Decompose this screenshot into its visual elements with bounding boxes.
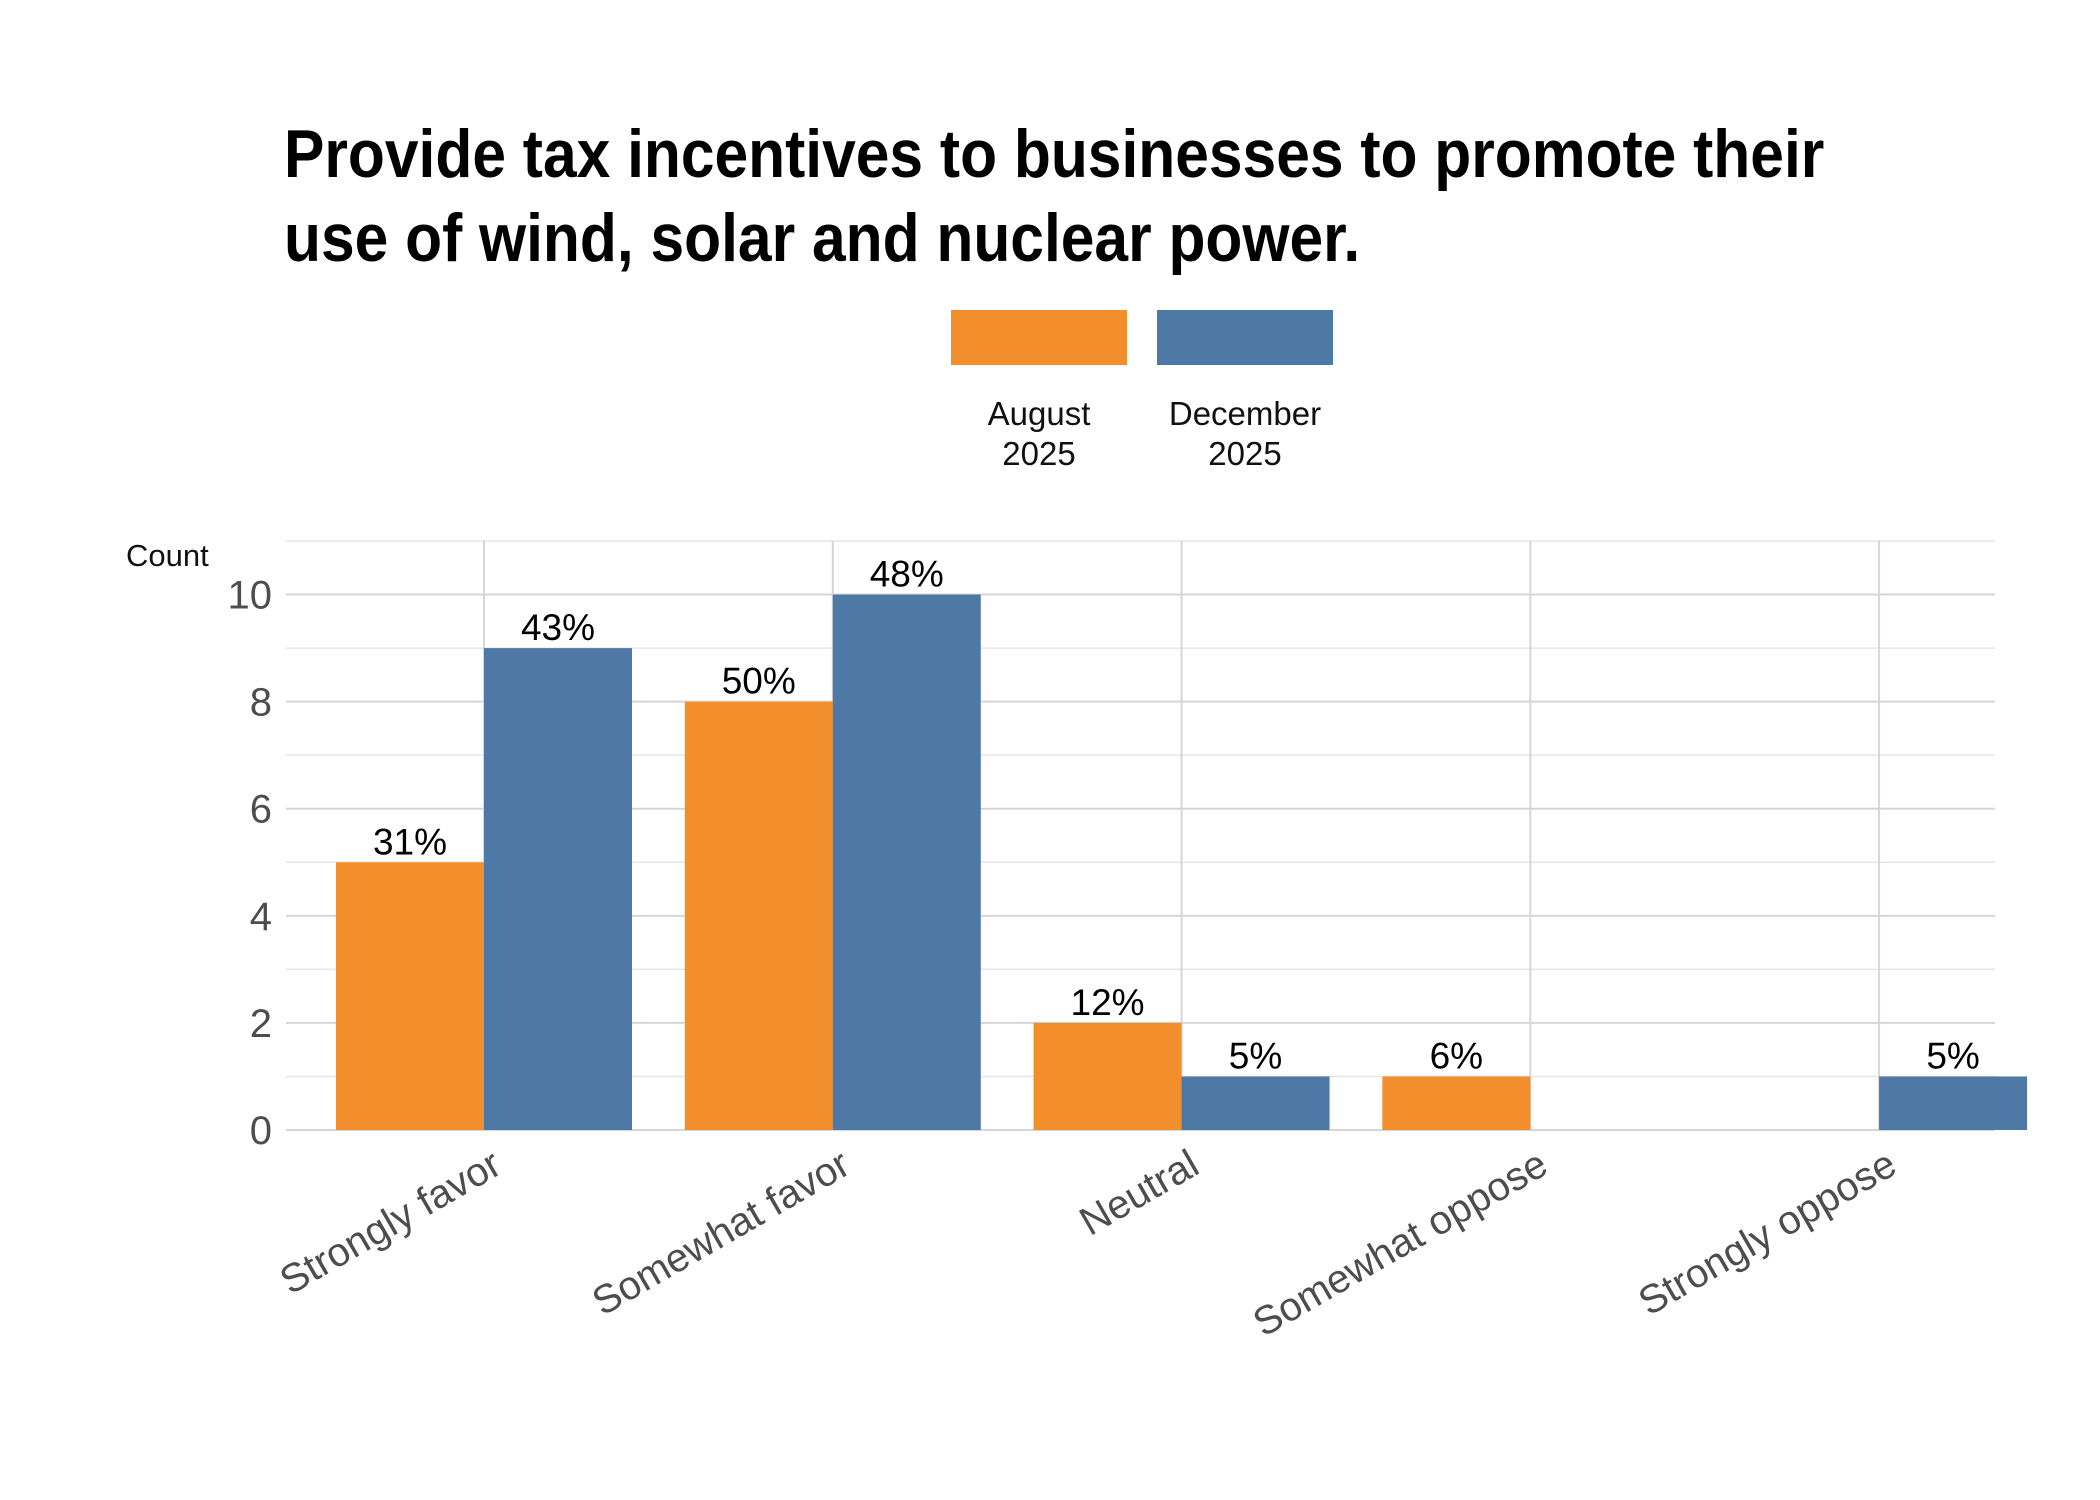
- data-label: 43%: [521, 607, 595, 648]
- x-tick-label: Strongly oppose: [1631, 1142, 1903, 1325]
- data-label: 6%: [1430, 1035, 1483, 1076]
- x-tick-label: Somewhat oppose: [1246, 1142, 1555, 1346]
- legend: August 2025 December 2025: [951, 310, 1333, 472]
- y-tick-label: 2: [250, 1002, 272, 1046]
- legend-label: August 2025: [988, 395, 1091, 472]
- x-tick-label: Strongly favor: [273, 1142, 509, 1303]
- bar: [484, 648, 632, 1130]
- y-tick-label: 4: [250, 895, 272, 939]
- y-axis: 0 2 4 6 8 10 Count: [126, 538, 272, 1153]
- data-label: 31%: [373, 821, 447, 862]
- bar: [1033, 1022, 1182, 1130]
- bar: [1879, 1076, 2028, 1130]
- data-label: 50%: [722, 661, 796, 702]
- bar: [832, 594, 981, 1130]
- data-label: 48%: [870, 554, 944, 595]
- y-tick-label: 10: [228, 574, 273, 618]
- data-label: 12%: [1071, 982, 1145, 1023]
- bar: [336, 862, 484, 1130]
- legend-swatch: [951, 310, 1127, 365]
- y-tick-label: 8: [250, 681, 272, 725]
- legend-label: December 2025: [1169, 395, 1321, 472]
- x-tick-label: Somewhat favor: [585, 1142, 857, 1325]
- data-label: 5%: [1229, 1035, 1282, 1076]
- y-axis-label: Count: [126, 538, 209, 573]
- bar: [684, 701, 833, 1130]
- y-tick-label: 0: [250, 1109, 272, 1153]
- x-tick-label: Neutral: [1072, 1142, 1206, 1245]
- bar: [1181, 1076, 1330, 1130]
- bars: [336, 594, 2028, 1130]
- chart-title: Provide tax incentives to businesses to …: [284, 116, 1825, 276]
- x-axis: Strongly favor Somewhat favor Neutral Somew…: [273, 1142, 1904, 1346]
- data-label: 5%: [1926, 1035, 1979, 1076]
- data-labels: 31% 50% 12% 6% 43% 48% 5% 5%: [373, 554, 1980, 1077]
- legend-swatch: [1157, 310, 1333, 365]
- y-tick-label: 6: [250, 788, 272, 832]
- bar: [1382, 1076, 1531, 1130]
